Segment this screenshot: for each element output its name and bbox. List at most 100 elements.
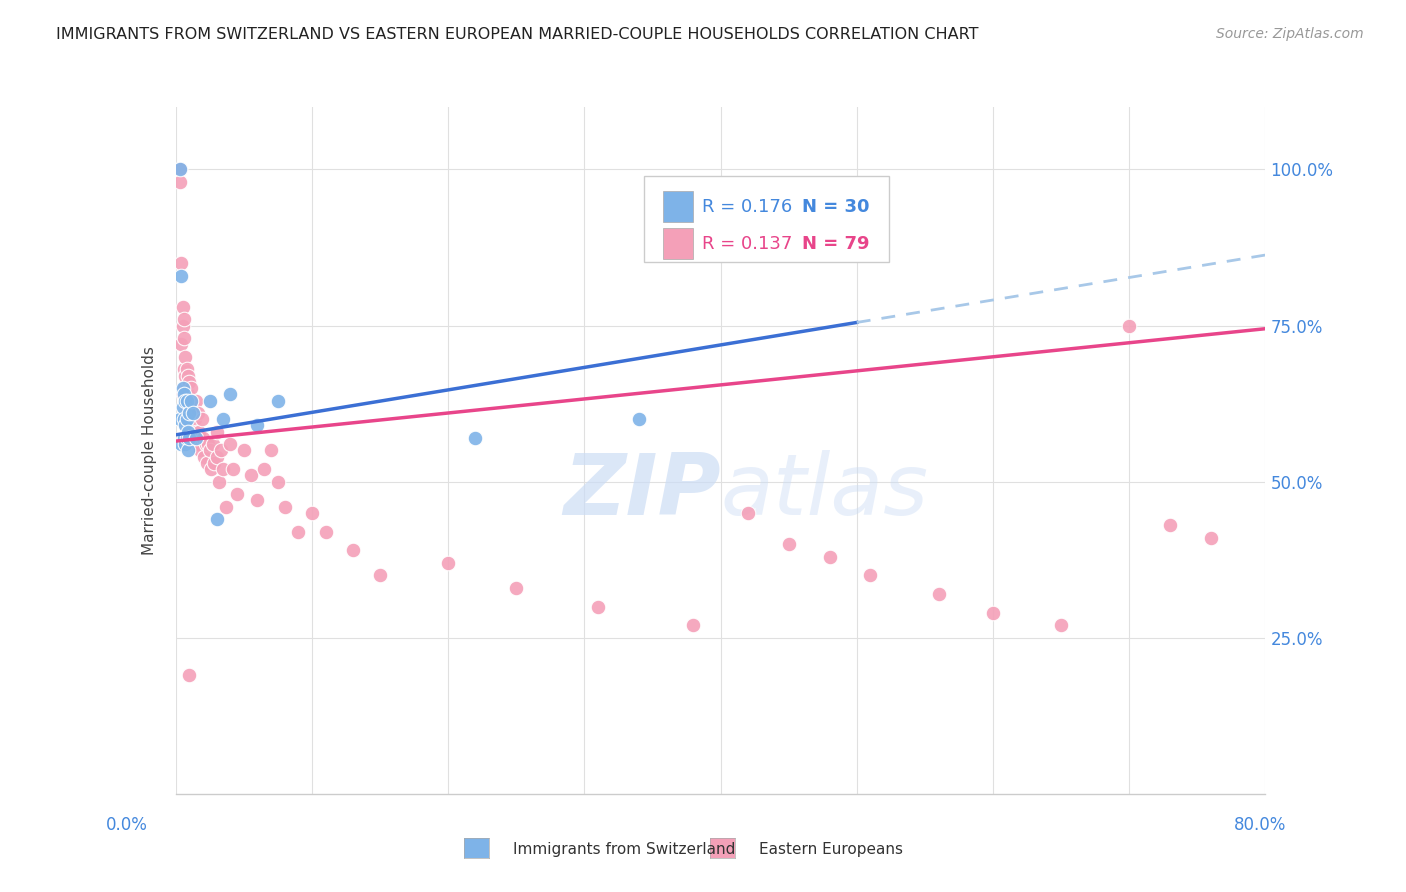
Point (180, 406, 202, 420)
Point (274, 500, 297, 514)
FancyBboxPatch shape (644, 176, 890, 261)
Point (737, 506, 759, 520)
Point (267, 393, 290, 408)
Point (176, 393, 198, 408)
Point (176, 400, 198, 414)
Point (180, 393, 202, 408)
Point (253, 462, 276, 476)
Point (181, 418, 204, 433)
Point (315, 524, 337, 539)
Point (287, 524, 309, 539)
Point (169, 162, 191, 177)
Point (170, 337, 193, 351)
Point (222, 462, 245, 476)
Point (170, 256, 193, 270)
Point (246, 493, 269, 508)
Point (174, 437, 197, 451)
Point (172, 300, 194, 314)
FancyBboxPatch shape (662, 228, 693, 260)
Point (173, 431, 195, 445)
Point (1118, 318, 1140, 333)
Point (205, 450, 228, 464)
Point (190, 412, 212, 426)
Point (188, 443, 211, 458)
Point (172, 387, 194, 401)
Point (928, 587, 950, 601)
Point (1159, 518, 1181, 533)
Point (194, 437, 217, 451)
Point (179, 668, 201, 682)
Point (191, 431, 214, 445)
Point (179, 375, 201, 389)
Point (174, 393, 197, 408)
Text: R = 0.137: R = 0.137 (702, 235, 793, 253)
Point (177, 387, 200, 401)
Text: Eastern Europeans: Eastern Europeans (759, 842, 903, 856)
Point (267, 475, 290, 489)
Point (627, 412, 650, 426)
Point (202, 456, 225, 470)
FancyBboxPatch shape (662, 192, 693, 222)
Point (246, 418, 269, 433)
Point (173, 387, 195, 401)
Point (183, 400, 205, 414)
Point (505, 581, 527, 595)
Point (172, 381, 194, 395)
Text: Source: ZipAtlas.com: Source: ZipAtlas.com (1216, 27, 1364, 41)
Point (169, 412, 191, 426)
Point (186, 406, 209, 420)
Point (342, 543, 364, 558)
Point (205, 425, 228, 439)
Point (212, 412, 235, 426)
Point (177, 443, 200, 458)
Point (186, 431, 208, 445)
Point (170, 268, 193, 283)
Point (195, 456, 218, 470)
Point (464, 431, 486, 445)
Point (818, 549, 841, 564)
Point (176, 412, 198, 426)
Point (176, 362, 198, 376)
Point (172, 400, 194, 414)
Point (173, 312, 195, 326)
Point (169, 162, 191, 177)
Text: atlas: atlas (721, 450, 928, 533)
Point (173, 381, 195, 395)
Point (226, 487, 249, 501)
Text: N = 79: N = 79 (803, 235, 870, 253)
Point (437, 556, 460, 570)
Point (219, 387, 242, 401)
Point (201, 437, 224, 451)
Point (186, 425, 208, 439)
Point (179, 431, 201, 445)
Point (187, 425, 209, 439)
Point (1050, 618, 1073, 632)
Point (186, 437, 209, 451)
Point (209, 443, 232, 458)
Text: 0.0%: 0.0% (105, 816, 148, 834)
Point (208, 475, 231, 489)
Point (215, 500, 238, 514)
Text: IMMIGRANTS FROM SWITZERLAND VS EASTERN EUROPEAN MARRIED-COUPLE HOUSEHOLDS CORREL: IMMIGRANTS FROM SWITZERLAND VS EASTERN E… (56, 27, 979, 42)
Point (174, 393, 197, 408)
Y-axis label: Married-couple Households: Married-couple Households (142, 346, 157, 555)
Point (200, 462, 222, 476)
Point (184, 412, 207, 426)
Point (198, 443, 221, 458)
Point (177, 425, 200, 439)
Text: 80.0%: 80.0% (1234, 816, 1286, 834)
Point (173, 412, 195, 426)
Point (173, 362, 195, 376)
Point (232, 443, 254, 458)
Point (193, 450, 215, 464)
Point (179, 406, 201, 420)
Point (859, 568, 882, 582)
Point (176, 381, 198, 395)
Point (176, 431, 198, 445)
Point (174, 418, 197, 433)
Point (173, 331, 195, 345)
Text: Immigrants from Switzerland: Immigrants from Switzerland (513, 842, 735, 856)
Point (181, 393, 204, 408)
Point (174, 350, 197, 364)
Point (183, 406, 205, 420)
